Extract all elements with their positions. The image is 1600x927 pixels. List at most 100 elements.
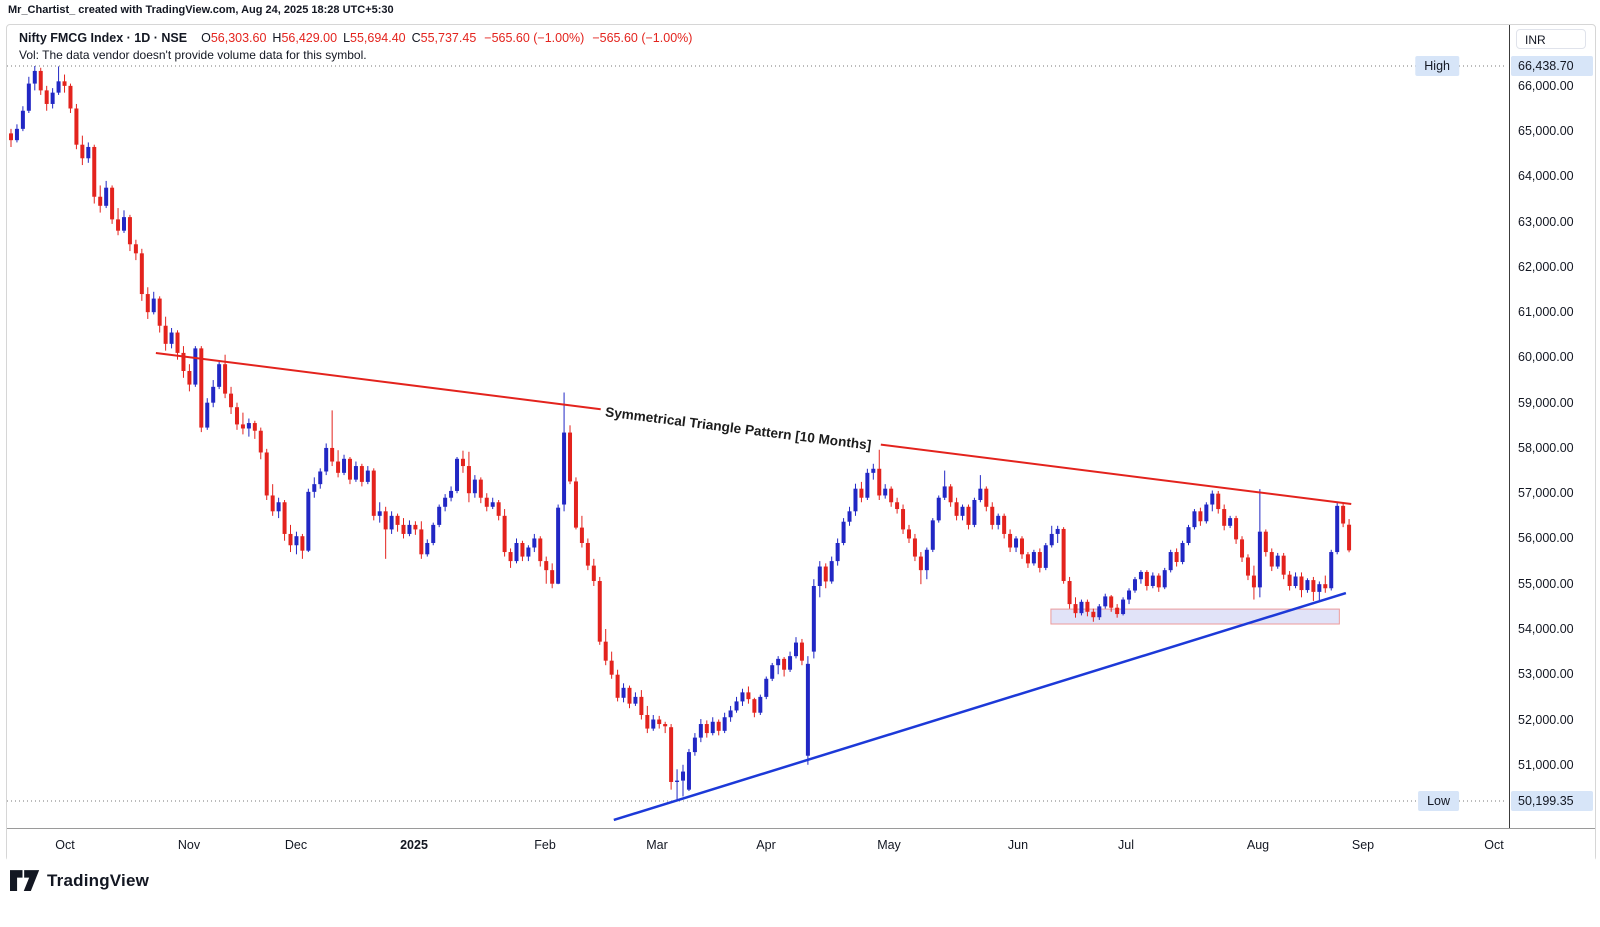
candle[interactable] [930,518,935,553]
candle[interactable] [32,65,37,91]
candle[interactable] [1121,597,1126,616]
candle[interactable] [282,499,287,541]
candle[interactable] [1210,490,1215,512]
candle[interactable] [871,463,876,480]
candle[interactable] [954,497,959,521]
candle[interactable] [722,712,727,734]
candle[interactable] [104,180,109,209]
candle[interactable] [782,657,787,677]
candle[interactable] [1008,529,1013,553]
candle[interactable] [50,88,55,109]
candle[interactable] [1341,503,1346,528]
candle[interactable] [835,538,840,566]
candle[interactable] [359,463,364,487]
candle[interactable] [901,504,906,534]
candle[interactable] [1293,572,1298,589]
candle[interactable] [799,638,804,666]
candle[interactable] [1031,549,1036,566]
candle[interactable] [1025,552,1030,568]
candle[interactable] [234,402,239,430]
candle[interactable] [14,124,19,143]
candle[interactable] [972,497,977,528]
candle[interactable] [460,450,465,473]
candle[interactable] [788,651,793,672]
candle[interactable] [924,547,929,580]
candle[interactable] [116,208,121,236]
candle[interactable] [1257,489,1262,598]
candle[interactable] [401,518,406,539]
candle[interactable] [603,628,608,666]
candle[interactable] [794,637,799,659]
candle[interactable] [1317,581,1322,601]
candle[interactable] [187,364,192,392]
candle[interactable] [805,656,810,765]
candle[interactable] [716,719,721,736]
candle[interactable] [478,477,483,504]
candle[interactable] [383,506,388,559]
candle[interactable] [288,524,293,553]
candle[interactable] [728,705,733,722]
lower-trendline[interactable] [613,591,1347,822]
candle[interactable] [38,67,43,95]
candle[interactable] [74,103,79,150]
candle[interactable] [663,721,668,734]
candle[interactable] [330,410,335,467]
candle[interactable] [365,466,370,485]
chart-pane[interactable]: Symmetrical Triangle Pattern [10 Months] [7,25,1509,828]
candle[interactable] [568,425,573,485]
candle[interactable] [246,418,251,437]
candle[interactable] [449,486,454,502]
candle[interactable] [276,497,281,519]
candle[interactable] [1019,536,1024,559]
price-axis[interactable]: INR 66,000.00 65,000.00 64,000.00 63,000.00… [1510,25,1595,828]
candle[interactable] [443,494,448,512]
candle[interactable] [56,66,61,95]
candle[interactable] [657,715,662,729]
candle[interactable] [86,142,91,163]
candle[interactable] [455,456,460,494]
candle[interactable] [859,481,864,503]
candle[interactable] [669,724,674,790]
candle[interactable] [1198,507,1203,526]
tradingview-watermark[interactable]: TradingView [10,870,149,892]
candle[interactable] [395,513,400,532]
candle[interactable] [906,524,911,543]
candle[interactable] [1144,570,1149,591]
candle[interactable] [431,522,436,546]
candle[interactable] [252,420,257,439]
pattern-annotation-text[interactable]: Symmetrical Triangle Pattern [10 Months] [604,404,872,452]
candle[interactable] [1150,572,1155,589]
candle[interactable] [591,558,596,586]
candle[interactable] [556,504,561,585]
candle[interactable] [740,688,745,706]
candle[interactable] [734,696,739,713]
candle[interactable] [936,495,941,523]
candle[interactable] [199,346,204,433]
candle[interactable] [1275,552,1280,569]
candle[interactable] [1138,570,1143,584]
candle[interactable] [110,185,115,224]
candle[interactable] [151,291,156,315]
candle[interactable] [520,540,525,562]
candle[interactable] [1079,599,1084,616]
candle[interactable] [1234,515,1239,544]
candle[interactable] [1168,549,1173,573]
candle[interactable] [627,685,632,709]
candle[interactable] [1115,604,1120,618]
candle[interactable] [472,475,477,498]
candle[interactable] [26,76,31,114]
candle[interactable] [633,692,638,706]
candle[interactable] [377,502,382,523]
candle[interactable] [193,346,198,387]
candle[interactable] [1222,504,1227,531]
candle[interactable] [865,468,870,500]
candle[interactable] [1269,548,1274,572]
candle[interactable] [229,386,234,414]
candle[interactable] [336,450,341,478]
candle[interactable] [157,296,162,333]
candle[interactable] [1311,576,1316,601]
candle[interactable] [746,686,751,704]
candle[interactable] [145,287,150,319]
candle[interactable] [92,144,97,204]
candle[interactable] [9,128,13,147]
